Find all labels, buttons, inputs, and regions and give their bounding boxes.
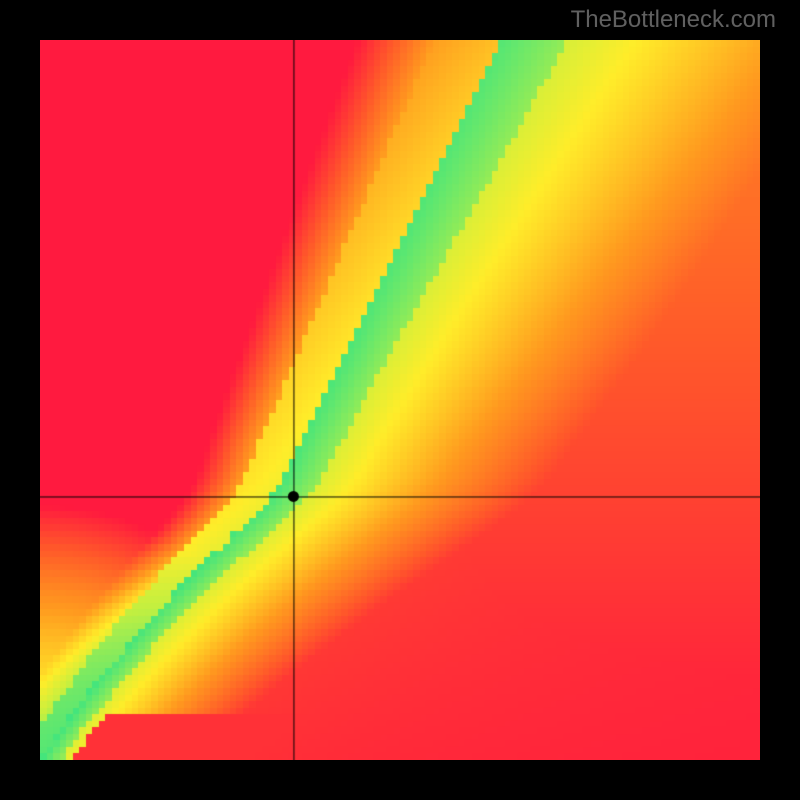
heatmap-plot bbox=[40, 40, 760, 760]
chart-container: TheBottleneck.com bbox=[0, 0, 800, 800]
overlay-canvas bbox=[40, 40, 760, 760]
attribution-label: TheBottleneck.com bbox=[571, 6, 776, 34]
